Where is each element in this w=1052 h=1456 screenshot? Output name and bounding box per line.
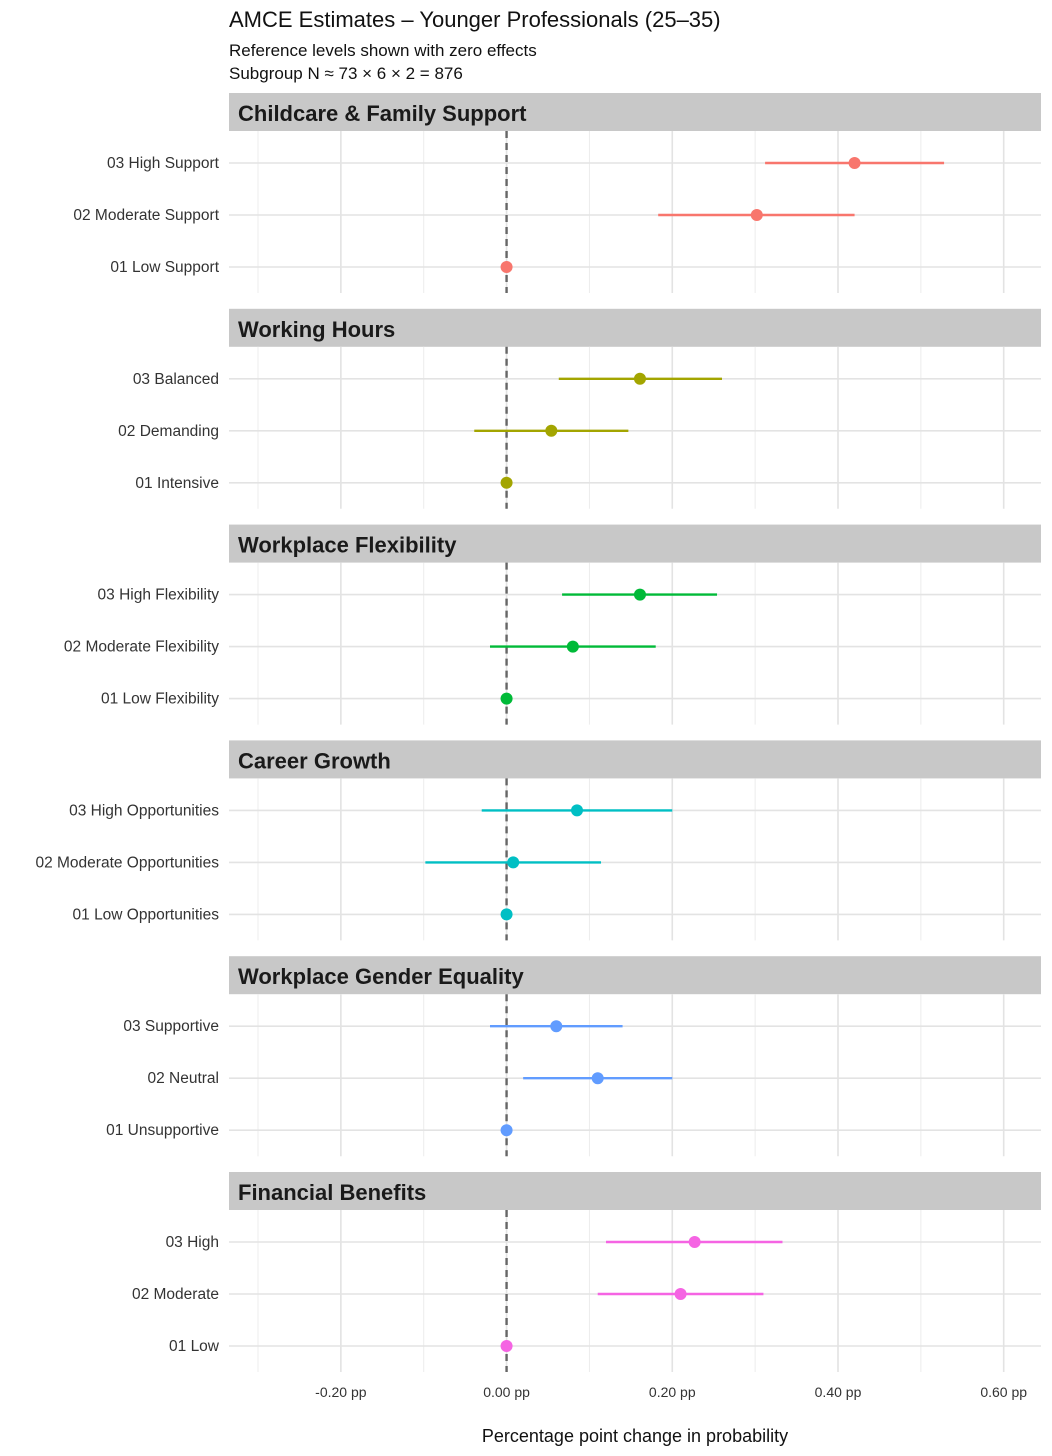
- estimate-point: [500, 1340, 513, 1352]
- estimate-point: [566, 640, 579, 653]
- x-tick-label: 0.00 pp: [483, 1384, 530, 1400]
- estimate-point: [633, 372, 646, 385]
- level-label: 01 Low: [169, 1338, 220, 1355]
- facet-panel: Childcare & Family Support 03 High Suppor…: [73, 93, 1041, 293]
- facet-strip-label: Childcare & Family Support: [238, 101, 527, 126]
- chart-subtitle-line-2: Subgroup N ≈ 73 × 6 × 2 = 876: [229, 64, 463, 83]
- facet-strip-label: Working Hours: [238, 317, 395, 342]
- facet-strip: [229, 1172, 1041, 1210]
- estimate-point: [848, 157, 861, 169]
- facet-strip-label: Workplace Flexibility: [238, 533, 457, 558]
- facet-panel: Working Hours 03 Balanced 02 Demanding 01 I…: [118, 308, 1041, 509]
- level-label: 01 Unsupportive: [106, 1122, 219, 1139]
- estimate-point: [500, 476, 513, 489]
- estimate-point: [550, 1020, 563, 1033]
- x-tick-label: 0.40 pp: [815, 1384, 862, 1400]
- x-tick-label: 0.60 pp: [980, 1384, 1027, 1400]
- estimate-point: [688, 1236, 701, 1248]
- level-label: 03 High Flexibility: [98, 587, 220, 604]
- estimate-point: [545, 424, 558, 437]
- facet-panel: Workplace Flexibility 03 High Flexibility…: [64, 524, 1041, 725]
- estimate-point: [500, 908, 513, 921]
- estimate-point: [500, 261, 513, 273]
- level-label: 02 Moderate: [132, 1286, 219, 1303]
- estimate-point: [674, 1288, 687, 1300]
- level-label: 02 Moderate Opportunities: [35, 854, 219, 871]
- level-label: 01 Low Opportunities: [73, 906, 220, 923]
- level-label: 03 High: [166, 1234, 219, 1251]
- facet-panel: Financial Benefits 03 High 02 Moderate 01 L…: [132, 1172, 1041, 1372]
- level-label: 03 Balanced: [133, 371, 219, 388]
- estimate-point: [500, 692, 513, 705]
- level-label: 03 High Support: [107, 155, 220, 172]
- chart-title: AMCE Estimates – Younger Professionals (…: [229, 7, 721, 32]
- facet-strip: [229, 956, 1041, 995]
- level-label: 03 Supportive: [123, 1018, 219, 1035]
- estimate-point: [591, 1072, 604, 1085]
- facet-strip: [229, 740, 1041, 779]
- x-tick-label: 0.20 pp: [649, 1384, 696, 1400]
- level-label: 01 Low Support: [110, 259, 219, 276]
- estimate-point: [507, 856, 520, 869]
- facet-strip-label: Financial Benefits: [238, 1180, 426, 1205]
- estimate-point: [633, 588, 646, 601]
- level-label: 03 High Opportunities: [69, 802, 219, 819]
- x-axis: -0.20 pp 0.00 pp 0.20 pp 0.40 pp 0.60 pp: [315, 1384, 1027, 1400]
- facet-panel: Career Growth 03 High Opportunities 02 Mod…: [35, 740, 1041, 941]
- x-tick-label: -0.20 pp: [315, 1384, 367, 1400]
- estimate-point: [571, 804, 583, 817]
- level-label: 02 Moderate Flexibility: [64, 639, 219, 656]
- level-label: 02 Neutral: [147, 1070, 219, 1087]
- facet-strip: [229, 93, 1041, 131]
- facet-strip: [229, 524, 1041, 563]
- level-label: 01 Low Flexibility: [101, 691, 219, 708]
- facet-strip-label: Career Growth: [238, 748, 391, 773]
- level-label: 02 Moderate Support: [73, 207, 219, 224]
- level-label: 01 Intensive: [135, 475, 219, 492]
- x-axis-title: Percentage point change in probability: [482, 1426, 788, 1446]
- chart-subtitle-line-1: Reference levels shown with zero effects: [229, 41, 537, 60]
- estimate-point: [500, 1124, 513, 1137]
- estimate-point: [750, 209, 763, 221]
- facet-strip-label: Workplace Gender Equality: [238, 964, 524, 989]
- facet-strip: [229, 308, 1041, 347]
- facet-panels: Childcare & Family Support 03 High Suppor…: [35, 93, 1041, 1372]
- facet-panel: Workplace Gender Equality 03 Supportive 02…: [106, 956, 1041, 1157]
- level-label: 02 Demanding: [118, 423, 219, 440]
